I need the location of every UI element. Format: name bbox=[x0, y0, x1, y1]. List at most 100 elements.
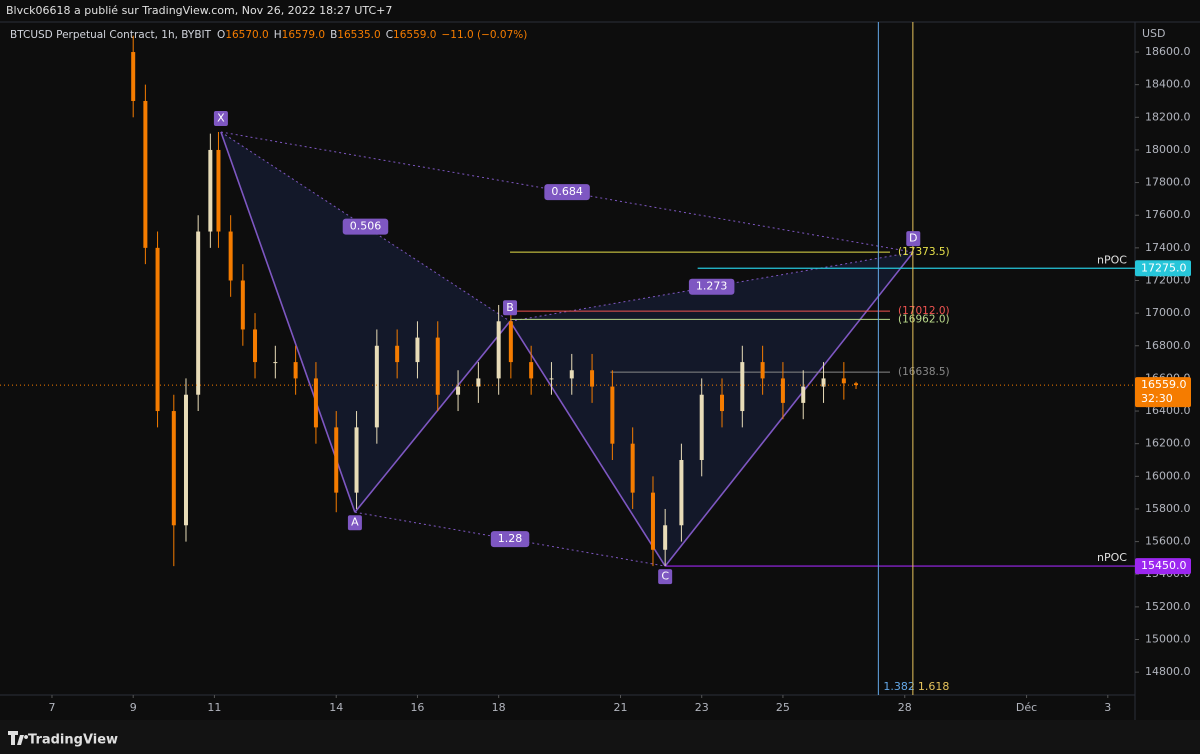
ratio-label: 0.684 bbox=[551, 185, 583, 198]
x-tick-label: 21 bbox=[613, 701, 627, 714]
candle-body bbox=[208, 149, 213, 232]
candle-body bbox=[273, 362, 278, 364]
candle-body bbox=[143, 100, 148, 248]
brand: TradingView bbox=[28, 733, 118, 748]
ohlc-letter: C bbox=[386, 29, 393, 41]
candle-body bbox=[679, 460, 684, 526]
ratio-badge bbox=[342, 218, 389, 235]
time-fib-label: 1.618 bbox=[918, 680, 950, 693]
candle-body bbox=[313, 378, 318, 428]
candle-body bbox=[720, 394, 725, 412]
y-tick-label: 18200.0 bbox=[1145, 110, 1191, 123]
y-tick-label: 16800.0 bbox=[1145, 339, 1191, 352]
candle-body bbox=[155, 247, 160, 412]
candle-body bbox=[529, 362, 534, 379]
level-label: (17373.5) bbox=[898, 246, 950, 258]
point-badge bbox=[503, 300, 518, 316]
x-tick-label: 14 bbox=[329, 701, 343, 714]
candle-body bbox=[293, 362, 298, 379]
y-tick-label: 17800.0 bbox=[1145, 176, 1191, 189]
pattern-fill bbox=[510, 252, 914, 567]
y-tick-label: 16200.0 bbox=[1145, 437, 1191, 450]
pattern-leg bbox=[664, 251, 914, 567]
point-badge bbox=[658, 569, 673, 585]
candle-body bbox=[415, 337, 420, 363]
y-tick-label: 17000.0 bbox=[1145, 306, 1191, 319]
candle-body bbox=[496, 321, 501, 379]
y-tick-label: 17200.0 bbox=[1145, 273, 1191, 286]
pattern-leg bbox=[509, 320, 666, 567]
ratio-badge bbox=[688, 278, 735, 295]
candle-body bbox=[216, 149, 221, 232]
level-label: (16962.0) bbox=[898, 313, 950, 325]
time-fib-label: 1.382 bbox=[883, 680, 915, 693]
candle-body bbox=[821, 378, 826, 387]
y-tick-label: 16000.0 bbox=[1145, 469, 1191, 482]
x-tick-label: 28 bbox=[898, 701, 912, 714]
candle-body bbox=[663, 525, 668, 550]
publisher: Blvck06618 a publié sur TradingView.com,… bbox=[6, 4, 392, 17]
candle-body bbox=[395, 345, 400, 363]
candle-body bbox=[650, 492, 655, 550]
ratio-label: 1.273 bbox=[696, 280, 728, 293]
point-label: C bbox=[661, 570, 669, 583]
last-price: 16559.0 bbox=[1141, 378, 1187, 391]
point-label: A bbox=[351, 516, 359, 529]
candle-body bbox=[508, 321, 513, 363]
logo bbox=[8, 731, 29, 745]
candle-body bbox=[699, 394, 704, 461]
candle-body bbox=[476, 378, 481, 387]
npoc-value: 17275.0 bbox=[1141, 261, 1187, 274]
point-label: B bbox=[506, 301, 514, 314]
candle-body bbox=[183, 394, 188, 526]
candle-body bbox=[456, 386, 461, 395]
pattern-leg bbox=[354, 320, 511, 513]
candle-body bbox=[549, 378, 554, 380]
candle-body bbox=[610, 386, 615, 444]
ratio-line bbox=[509, 251, 914, 322]
x-tick-label: 11 bbox=[207, 701, 221, 714]
pattern-fill bbox=[220, 131, 511, 513]
price-badge bbox=[1135, 377, 1191, 408]
ratio-badge bbox=[544, 184, 590, 201]
ratio-label: 1.28 bbox=[498, 532, 523, 545]
y-tick-label: 15000.0 bbox=[1145, 633, 1191, 646]
x-tick-label: Déc bbox=[1016, 701, 1037, 714]
x-tick-label: 18 bbox=[492, 701, 506, 714]
candle-body bbox=[196, 231, 201, 395]
price-badge bbox=[1135, 260, 1191, 277]
candle-body bbox=[841, 378, 846, 384]
point-badge bbox=[213, 110, 228, 126]
y-tick-label: 18000.0 bbox=[1145, 143, 1191, 156]
x-tick-label: 25 bbox=[776, 701, 790, 714]
candle-body bbox=[435, 337, 440, 395]
countdown: 32:30 bbox=[1141, 392, 1173, 405]
candle-body bbox=[569, 370, 574, 379]
ohlc-letter: O bbox=[217, 29, 225, 41]
candle-body bbox=[854, 383, 859, 386]
y-tick-label: 17600.0 bbox=[1145, 208, 1191, 221]
npoc-name: nPOC bbox=[1097, 551, 1127, 564]
candle-body bbox=[590, 370, 595, 387]
y-tick-label: 16400.0 bbox=[1145, 404, 1191, 417]
currency: USD bbox=[1142, 27, 1166, 40]
candle-body bbox=[740, 362, 745, 412]
candle-body bbox=[240, 280, 245, 330]
ratio-label: 0.506 bbox=[350, 220, 382, 233]
ohlc-value: 16559.0 bbox=[393, 29, 436, 41]
candle-body bbox=[171, 411, 176, 526]
y-tick-label: 15600.0 bbox=[1145, 535, 1191, 548]
point-label: D bbox=[909, 232, 917, 245]
candle-body bbox=[354, 427, 359, 493]
point-badge bbox=[906, 231, 921, 247]
price-badge bbox=[1135, 558, 1191, 575]
x-tick-label: 23 bbox=[695, 701, 709, 714]
level-label: (16638.5) bbox=[898, 366, 950, 378]
npoc-value: 15450.0 bbox=[1141, 559, 1187, 572]
ohlc-value: 16535.0 bbox=[337, 29, 380, 41]
point-badge bbox=[347, 515, 362, 531]
candle-body bbox=[131, 52, 136, 101]
ohlc-letter: B bbox=[330, 29, 337, 41]
candle-body bbox=[780, 378, 785, 403]
ohlc-value: 16570.0 bbox=[225, 29, 268, 41]
